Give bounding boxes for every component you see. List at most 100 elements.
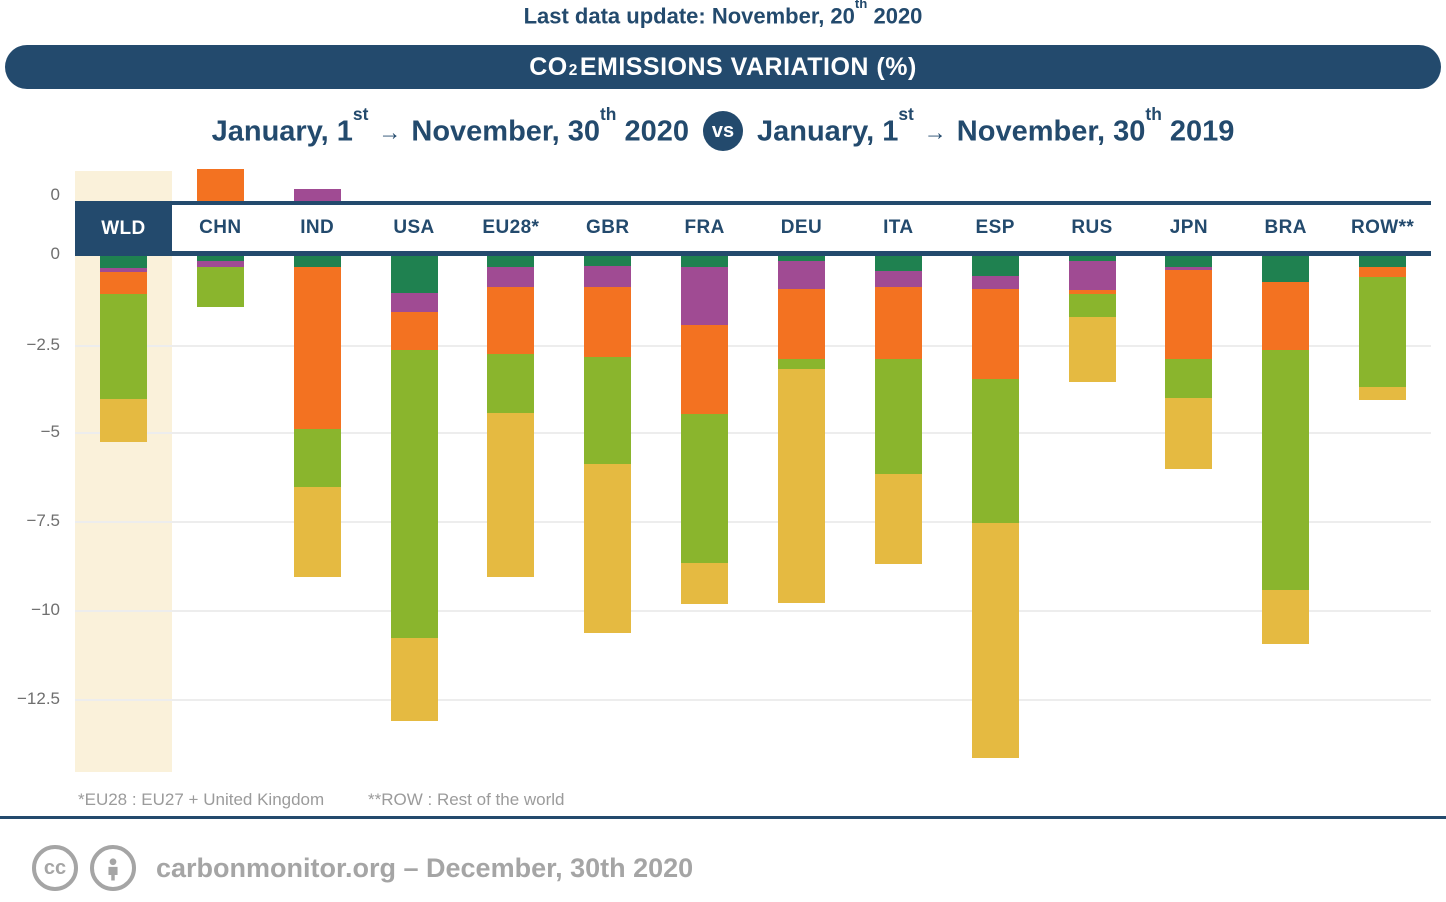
bar-segment-eu28-yellow[interactable] <box>487 412 535 578</box>
bar-segment-chn-orange[interactable] <box>196 168 244 201</box>
bar-segment-ita-orange[interactable] <box>874 287 922 359</box>
bar-segment-usa-orange[interactable] <box>390 311 438 350</box>
bar-segment-usa-dark-green[interactable] <box>390 256 438 294</box>
country-tab-esp[interactable]: ESP <box>975 217 1015 238</box>
bar-segment-ind-magenta[interactable] <box>293 189 341 201</box>
bar-segment-row-dark-green[interactable] <box>1359 256 1407 267</box>
bar-segment-wld-orange[interactable] <box>99 272 147 294</box>
bar-segment-esp-orange[interactable] <box>971 289 1019 379</box>
bar-segment-bra-light-green[interactable] <box>1262 349 1310 591</box>
zero-axis-line-top <box>75 201 1431 205</box>
country-tab-ita[interactable]: ITA <box>883 217 914 238</box>
bar-segment-ind-orange[interactable] <box>293 267 341 430</box>
bar-segment-jpn-orange[interactable] <box>1165 269 1213 359</box>
bar-segment-ita-magenta[interactable] <box>874 270 922 288</box>
y-tick-minus-12-5: −12.5 <box>16 689 60 708</box>
bar-segment-gbr-orange[interactable] <box>584 287 632 358</box>
bar-segment-esp-yellow[interactable] <box>971 523 1019 758</box>
bar-segment-wld-light-green[interactable] <box>99 293 147 400</box>
bar-segment-chn-magenta[interactable] <box>196 260 244 267</box>
bar-segment-chn-dark-green[interactable] <box>196 256 244 261</box>
footnote-eu28: *EU28 : EU27 + United Kingdom <box>78 790 325 809</box>
bar-segment-gbr-dark-green[interactable] <box>584 256 632 266</box>
bar-segment-fra-light-green[interactable] <box>681 414 729 563</box>
bar-segment-ind-light-green[interactable] <box>293 429 341 487</box>
country-tab-eu28[interactable]: EU28* <box>482 217 540 238</box>
country-tab-deu[interactable]: DEU <box>780 217 823 238</box>
bar-segment-rus-yellow[interactable] <box>1068 317 1116 383</box>
bar-segment-rus-magenta[interactable] <box>1068 261 1116 290</box>
gridline-minus-5 <box>75 432 1431 434</box>
banner-subscript-2: 2 <box>568 62 578 80</box>
bar-segment-ind-dark-green[interactable] <box>293 256 341 268</box>
bar-segment-ind-yellow[interactable] <box>293 486 341 578</box>
country-tab-row[interactable]: ROW** <box>1350 217 1415 238</box>
y-tick-zero-negative: 0 <box>50 244 60 263</box>
country-tab-ind[interactable]: IND <box>300 217 335 238</box>
gridline-minus-2-5 <box>75 345 1431 347</box>
bar-segment-row-orange[interactable] <box>1359 266 1407 277</box>
bar-segment-usa-magenta[interactable] <box>390 293 438 312</box>
title-banner: CO 2 EMISSIONS VARIATION (%) <box>5 45 1441 89</box>
footnote-row: **ROW : Rest of the world <box>368 790 565 809</box>
bar-segment-gbr-magenta[interactable] <box>584 265 632 288</box>
period-2020: January, 1st→ November, 30th 2020 <box>211 104 689 148</box>
bar-segment-eu28-dark-green[interactable] <box>487 256 535 267</box>
bar-segment-rus-light-green[interactable] <box>1068 293 1116 318</box>
bar-segment-deu-dark-green[interactable] <box>777 256 825 261</box>
country-tab-usa[interactable]: USA <box>393 217 435 238</box>
bar-segment-gbr-yellow[interactable] <box>584 463 632 633</box>
footer-attribution: cc carbonmonitor.org – December, 30th 20… <box>32 845 693 891</box>
country-tab-gbr[interactable]: GBR <box>586 217 630 238</box>
bar-segment-jpn-dark-green[interactable] <box>1165 256 1213 267</box>
bar-segment-bra-yellow[interactable] <box>1262 590 1310 645</box>
bar-segment-usa-light-green[interactable] <box>390 349 438 638</box>
vs-badge: vs <box>703 111 743 151</box>
bar-segment-fra-orange[interactable] <box>681 324 729 415</box>
bar-segment-wld-yellow[interactable] <box>99 399 147 443</box>
bar-segment-fra-dark-green[interactable] <box>681 256 729 267</box>
bar-segment-wld-dark-green[interactable] <box>99 256 147 268</box>
bar-segment-jpn-light-green[interactable] <box>1165 358 1213 399</box>
bar-segment-eu28-magenta[interactable] <box>487 266 535 287</box>
bar-segment-esp-magenta[interactable] <box>971 275 1019 290</box>
bar-segment-wld-magenta[interactable] <box>99 267 147 272</box>
gridline-minus-7-5 <box>75 521 1431 523</box>
bar-segment-deu-orange[interactable] <box>777 288 825 359</box>
bar-segment-jpn-magenta[interactable] <box>1165 266 1213 270</box>
bar-segment-fra-yellow[interactable] <box>681 562 729 605</box>
bar-segment-rus-orange[interactable] <box>1068 289 1116 294</box>
country-tab-rus[interactable]: RUS <box>1071 217 1113 238</box>
bar-segment-gbr-light-green[interactable] <box>584 357 632 464</box>
bar-segment-ita-yellow[interactable] <box>874 473 922 565</box>
bar-segment-bra-orange[interactable] <box>1262 282 1310 350</box>
bar-segment-eu28-light-green[interactable] <box>487 353 535 413</box>
country-tab-jpn[interactable]: JPN <box>1169 217 1208 238</box>
period-2019: January, 1st→ November, 30th 2019 <box>757 104 1235 148</box>
y-tick-minus-7-5: −7.5 <box>26 511 60 530</box>
bar-segment-fra-magenta[interactable] <box>681 266 729 325</box>
bar-segment-rus-dark-green[interactable] <box>1068 256 1116 262</box>
bar-segment-jpn-yellow[interactable] <box>1165 398 1213 470</box>
bar-segment-deu-light-green[interactable] <box>777 358 825 369</box>
country-tab-chn[interactable]: CHN <box>199 217 242 238</box>
bar-segment-esp-light-green[interactable] <box>971 378 1019 524</box>
bar-segment-bra-dark-green[interactable] <box>1262 256 1310 283</box>
gridline-minus-12-5 <box>75 699 1431 701</box>
bar-segment-deu-yellow[interactable] <box>777 368 825 604</box>
y-tick-minus-10: −10 <box>31 600 60 619</box>
bar-segment-esp-dark-green[interactable] <box>971 256 1019 276</box>
country-tab-wld[interactable]: WLD <box>75 201 172 256</box>
bar-segment-usa-yellow[interactable] <box>390 637 438 722</box>
bar-segment-row-light-green[interactable] <box>1359 276 1407 388</box>
bar-segment-chn-light-green[interactable] <box>196 266 244 307</box>
bar-segment-deu-magenta[interactable] <box>777 260 825 289</box>
bar-segment-ita-light-green[interactable] <box>874 358 922 474</box>
country-tab-fra[interactable]: FRA <box>684 217 725 238</box>
country-tab-bra[interactable]: BRA <box>1264 217 1307 238</box>
bar-segment-ita-dark-green[interactable] <box>874 256 922 271</box>
banner-title-rest: EMISSIONS VARIATION (%) <box>579 52 917 81</box>
bar-segment-row-yellow[interactable] <box>1359 387 1407 400</box>
bar-segment-eu28-orange[interactable] <box>487 286 535 354</box>
last-update-superscript: th <box>854 0 868 11</box>
